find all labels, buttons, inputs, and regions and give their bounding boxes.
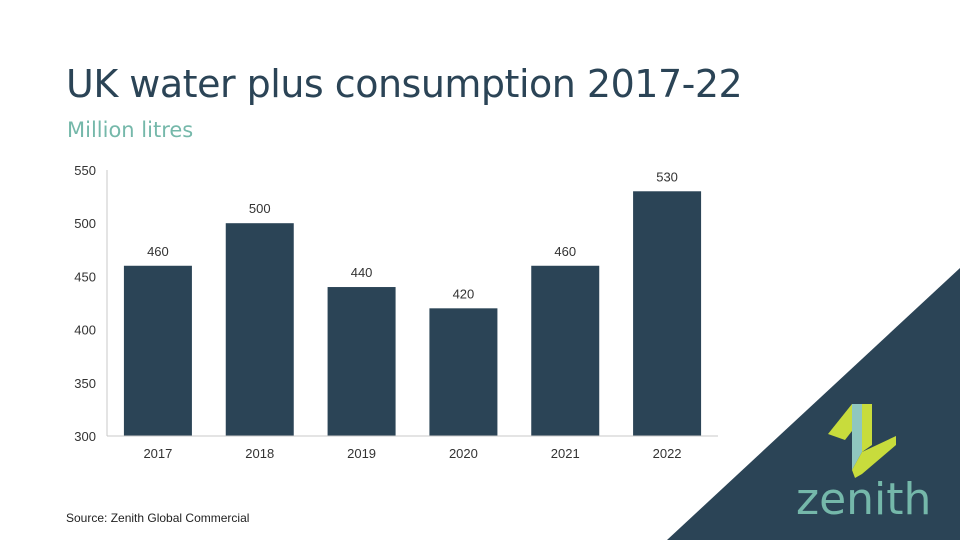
bar bbox=[429, 308, 498, 436]
bar bbox=[327, 287, 396, 436]
bar bbox=[531, 265, 600, 436]
corner-triangle bbox=[667, 268, 960, 540]
y-tick-label: 350 bbox=[74, 376, 96, 391]
x-tick-label: 2020 bbox=[449, 446, 478, 461]
bar bbox=[123, 265, 192, 436]
y-tick-label: 400 bbox=[74, 323, 96, 338]
data-label: 460 bbox=[554, 244, 576, 259]
x-tick-label: 2019 bbox=[347, 446, 376, 461]
y-tick-label: 450 bbox=[74, 269, 96, 284]
zenith-z-icon bbox=[828, 404, 896, 478]
data-label: 460 bbox=[147, 244, 169, 259]
x-tick-label: 2021 bbox=[551, 446, 580, 461]
x-tick-label: 2018 bbox=[245, 446, 274, 461]
data-label: 440 bbox=[351, 265, 373, 280]
data-label: 530 bbox=[656, 169, 678, 184]
data-label: 500 bbox=[249, 201, 271, 216]
bar bbox=[225, 223, 294, 436]
y-tick-label: 300 bbox=[74, 429, 96, 444]
x-tick-label: 2017 bbox=[143, 446, 172, 461]
chart-title: UK water plus consumption 2017-22 bbox=[66, 62, 743, 106]
data-label: 420 bbox=[453, 286, 475, 301]
y-tick-label: 500 bbox=[74, 216, 96, 231]
bar bbox=[633, 191, 702, 436]
source-note: Source: Zenith Global Commercial bbox=[66, 511, 250, 525]
x-tick-label: 2022 bbox=[653, 446, 682, 461]
chart-subtitle: Million litres bbox=[67, 118, 194, 142]
y-tick-label: 550 bbox=[74, 163, 96, 178]
brand-name: zenith bbox=[796, 474, 932, 525]
